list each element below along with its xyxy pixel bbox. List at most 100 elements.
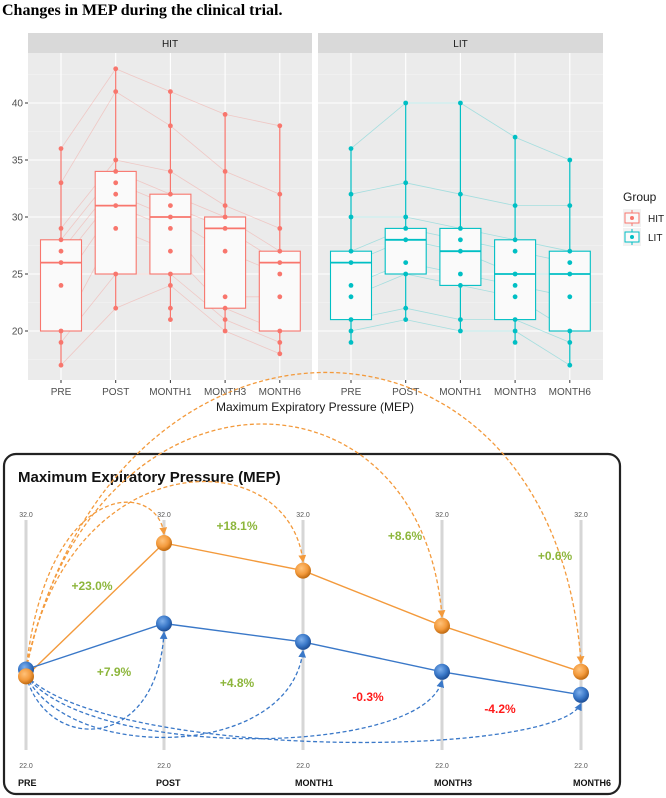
subject-line [514, 136, 570, 161]
axis-min-label: 22.0 [296, 763, 310, 770]
change-label: -4.2% [484, 702, 516, 716]
data-point [567, 328, 573, 334]
x-tick-label: MONTH3 [494, 387, 537, 398]
subject-line [115, 159, 171, 172]
data-point [403, 305, 409, 311]
data-point [403, 226, 409, 231]
axis-max-label: 32.0 [157, 512, 171, 519]
change-label: +8.6% [388, 529, 423, 543]
data-point [277, 260, 283, 265]
data-point [458, 237, 463, 243]
change-arc-hit [25, 423, 446, 671]
data-point [348, 248, 354, 254]
subject-line [514, 319, 570, 343]
x-tick-label: PRE [51, 387, 72, 398]
data-point [403, 214, 409, 220]
category-label: PRE [18, 778, 37, 788]
data-point [277, 271, 283, 277]
category-label: MONTH6 [573, 778, 611, 788]
y-tick-label: 25 [12, 270, 24, 281]
change-label: +18.1% [216, 519, 257, 533]
data-point [567, 203, 573, 209]
data-point [58, 362, 64, 368]
change-label: -0.3% [352, 690, 384, 704]
data-point [348, 328, 354, 334]
facet-label: LIT [453, 39, 467, 50]
data-point [512, 134, 518, 140]
x-tick-label: MONTH6 [549, 387, 592, 398]
data-point [222, 112, 228, 117]
legend-label-lit: LIT [648, 233, 662, 244]
data-point [567, 362, 573, 368]
change-label: +23.0% [71, 579, 112, 593]
data-marker-lit [434, 663, 450, 680]
subject-line [405, 319, 461, 332]
data-point [113, 203, 119, 209]
data-point [458, 328, 463, 334]
x-tick-label: PRE [341, 387, 362, 398]
data-point [277, 340, 283, 345]
data-point [567, 248, 573, 254]
data-point [458, 271, 463, 277]
subject-line [115, 91, 171, 127]
data-point [58, 340, 64, 345]
y-tick-label: 40 [12, 99, 24, 110]
x-tick-label: MONTH3 [204, 387, 247, 398]
change-arc-hit [25, 371, 585, 671]
subject-line [224, 171, 280, 195]
data-point [113, 226, 119, 231]
change-label: +7.9% [97, 665, 132, 679]
data-point [458, 226, 463, 231]
data-point [512, 317, 518, 322]
x-tick-label: POST [392, 387, 419, 398]
x-tick-label: MONTH6 [259, 387, 302, 398]
figure-title: Changes in MEP during the clinical trial… [2, 2, 283, 19]
data-point [58, 248, 64, 254]
subject-line [350, 102, 406, 149]
data-point [168, 271, 173, 277]
data-marker-lit [295, 633, 311, 650]
data-point [58, 180, 64, 186]
subject-line [460, 193, 516, 206]
chart-frame [2, 452, 622, 796]
x-axis-title: Maximum Expiratory Pressure (MEP) [216, 400, 414, 414]
data-point [168, 89, 173, 94]
data-marker-lit [573, 686, 589, 703]
x-tick-label: POST [102, 387, 129, 398]
change-label: +0.6% [538, 549, 573, 563]
data-point [113, 169, 119, 174]
change-arc-lit [25, 649, 307, 739]
data-point [168, 283, 173, 288]
data-point [168, 191, 173, 197]
box-lit-post [384, 227, 427, 275]
data-point [222, 305, 228, 311]
data-point [403, 260, 409, 265]
data-point [222, 294, 228, 300]
data-point [277, 351, 283, 357]
data-point [403, 237, 409, 243]
data-point [403, 180, 409, 186]
data-point [403, 100, 409, 106]
data-point [458, 317, 463, 322]
change-arc-hit [25, 481, 307, 671]
axis-max-label: 32.0 [574, 512, 588, 519]
axis-min-label: 22.0 [435, 763, 449, 770]
data-point [348, 317, 354, 322]
data-point [58, 146, 64, 152]
data-point [168, 305, 173, 311]
data-point [458, 248, 463, 254]
subject-line [170, 273, 226, 320]
legend-label-hit: HIT [648, 214, 664, 225]
category-label: MONTH1 [295, 778, 333, 788]
subject-line [225, 114, 280, 127]
subject-line [405, 216, 461, 229]
data-point [222, 226, 228, 231]
data-point [512, 248, 518, 254]
data-point [512, 294, 518, 300]
data-point [58, 226, 64, 231]
data-point [458, 100, 463, 106]
data-point [168, 226, 173, 231]
data-point [348, 283, 354, 288]
data-point [113, 66, 119, 72]
change-label: +4.8% [220, 676, 255, 690]
